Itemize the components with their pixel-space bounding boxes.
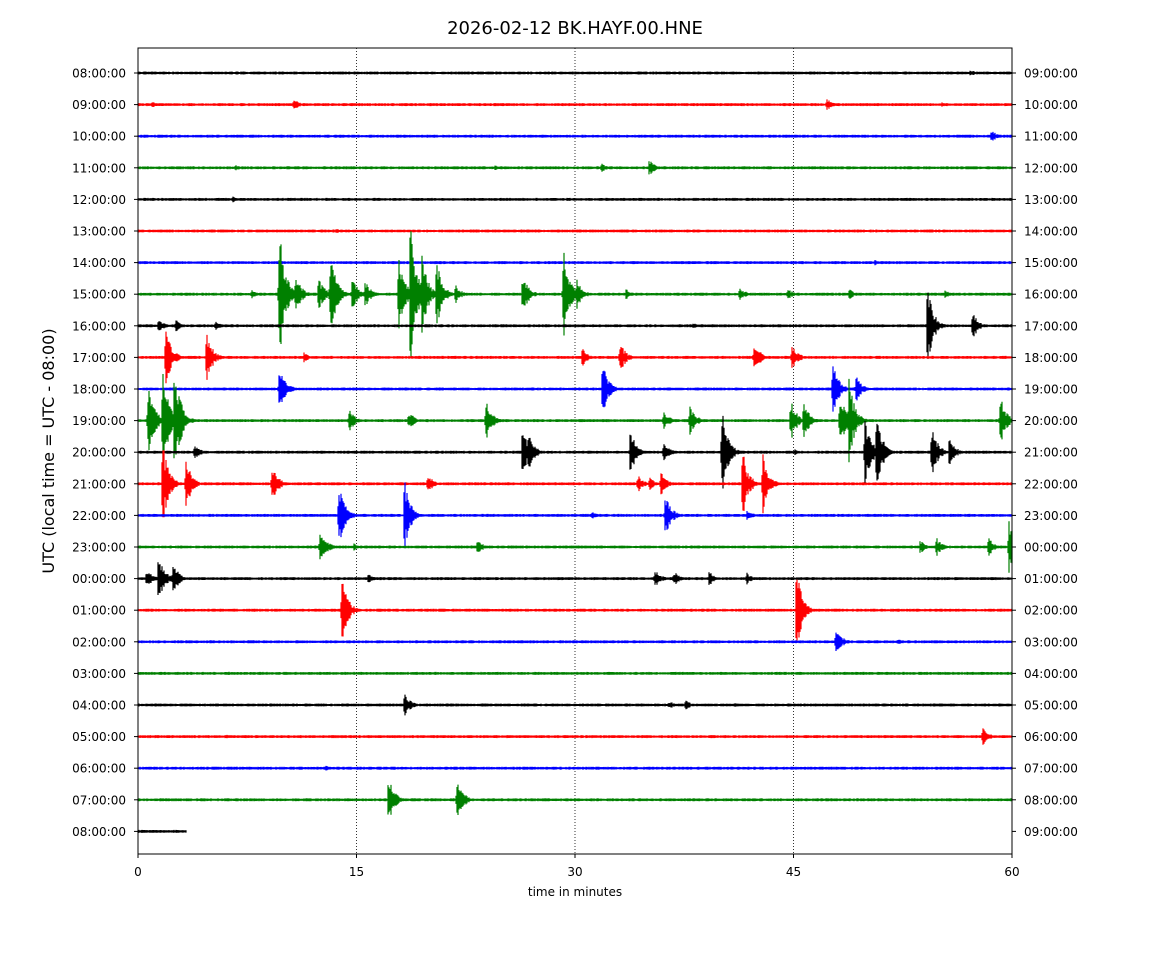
y-tick-label-left: 22:00:00 bbox=[72, 509, 126, 523]
x-tick-label: 0 bbox=[134, 865, 142, 879]
y-tick-label-left: 20:00:00 bbox=[72, 446, 126, 460]
x-tick-label: 60 bbox=[1004, 865, 1019, 879]
y-tick-label-right: 09:00:00 bbox=[1024, 825, 1078, 839]
y-tick-label-right: 06:00:00 bbox=[1024, 730, 1078, 744]
y-tick-label-right: 01:00:00 bbox=[1024, 572, 1078, 586]
y-tick-label-left: 12:00:00 bbox=[72, 193, 126, 207]
y-tick-label-right: 08:00:00 bbox=[1024, 793, 1078, 807]
y-tick-label-left: 09:00:00 bbox=[72, 98, 126, 112]
y-tick-label-right: 10:00:00 bbox=[1024, 98, 1078, 112]
y-tick-label-left: 08:00:00 bbox=[72, 67, 126, 81]
y-axis-label: UTC (local time = UTC - 08:00) bbox=[39, 328, 58, 573]
y-tick-label-right: 00:00:00 bbox=[1024, 541, 1078, 555]
y-tick-label-left: 21:00:00 bbox=[72, 477, 126, 491]
y-tick-label-right: 12:00:00 bbox=[1024, 161, 1078, 175]
y-tick-label-right: 11:00:00 bbox=[1024, 130, 1078, 144]
y-tick-label-right: 09:00:00 bbox=[1024, 67, 1078, 81]
y-tick-label-right: 03:00:00 bbox=[1024, 635, 1078, 649]
y-tick-label-left: 15:00:00 bbox=[72, 288, 126, 302]
y-tick-label-left: 07:00:00 bbox=[72, 793, 126, 807]
y-tick-label-left: 11:00:00 bbox=[72, 161, 126, 175]
y-tick-label-right: 17:00:00 bbox=[1024, 319, 1078, 333]
y-tick-label-left: 05:00:00 bbox=[72, 730, 126, 744]
x-tick-label: 15 bbox=[349, 865, 364, 879]
y-tick-label-left: 04:00:00 bbox=[72, 699, 126, 713]
y-tick-label-left: 23:00:00 bbox=[72, 541, 126, 555]
y-tick-label-left: 03:00:00 bbox=[72, 667, 126, 681]
y-tick-label-left: 17:00:00 bbox=[72, 351, 126, 365]
y-tick-label-right: 14:00:00 bbox=[1024, 225, 1078, 239]
y-tick-label-right: 18:00:00 bbox=[1024, 351, 1078, 365]
x-tick-label: 30 bbox=[567, 865, 582, 879]
chart-title: 2026-02-12 BK.HAYF.00.HNE bbox=[447, 18, 703, 39]
y-tick-label-right: 19:00:00 bbox=[1024, 383, 1078, 397]
y-tick-label-right: 05:00:00 bbox=[1024, 699, 1078, 713]
y-tick-label-right: 02:00:00 bbox=[1024, 604, 1078, 618]
y-tick-label-right: 16:00:00 bbox=[1024, 288, 1078, 302]
axis-ticks: 0 15 30 45 60 08:00:00 09:00:00 10:00:00 11:00:0… bbox=[72, 67, 1078, 880]
y-tick-label-left: 18:00:00 bbox=[72, 383, 126, 397]
y-tick-label-left: 02:00:00 bbox=[72, 635, 126, 649]
y-tick-label-right: 15:00:00 bbox=[1024, 256, 1078, 270]
y-tick-label-left: 14:00:00 bbox=[72, 256, 126, 270]
x-axis-label: time in minutes bbox=[528, 885, 622, 899]
y-tick-label-left: 13:00:00 bbox=[72, 225, 126, 239]
x-tick-label: 45 bbox=[786, 865, 801, 879]
seismic-traces bbox=[137, 70, 1013, 833]
y-tick-label-right: 22:00:00 bbox=[1024, 477, 1078, 491]
y-tick-label-left: 16:00:00 bbox=[72, 319, 126, 333]
y-tick-label-right: 13:00:00 bbox=[1024, 193, 1078, 207]
y-tick-label-right: 04:00:00 bbox=[1024, 667, 1078, 681]
y-tick-label-right: 07:00:00 bbox=[1024, 762, 1078, 776]
y-tick-label-left: 06:00:00 bbox=[72, 762, 126, 776]
y-tick-label-left: 10:00:00 bbox=[72, 130, 126, 144]
y-tick-label-left: 19:00:00 bbox=[72, 414, 126, 428]
y-tick-label-left: 00:00:00 bbox=[72, 572, 126, 586]
y-tick-label-left: 01:00:00 bbox=[72, 604, 126, 618]
y-tick-label-right: 20:00:00 bbox=[1024, 414, 1078, 428]
y-tick-label-left: 08:00:00 bbox=[72, 825, 126, 839]
y-tick-label-right: 23:00:00 bbox=[1024, 509, 1078, 523]
y-tick-label-right: 21:00:00 bbox=[1024, 446, 1078, 460]
